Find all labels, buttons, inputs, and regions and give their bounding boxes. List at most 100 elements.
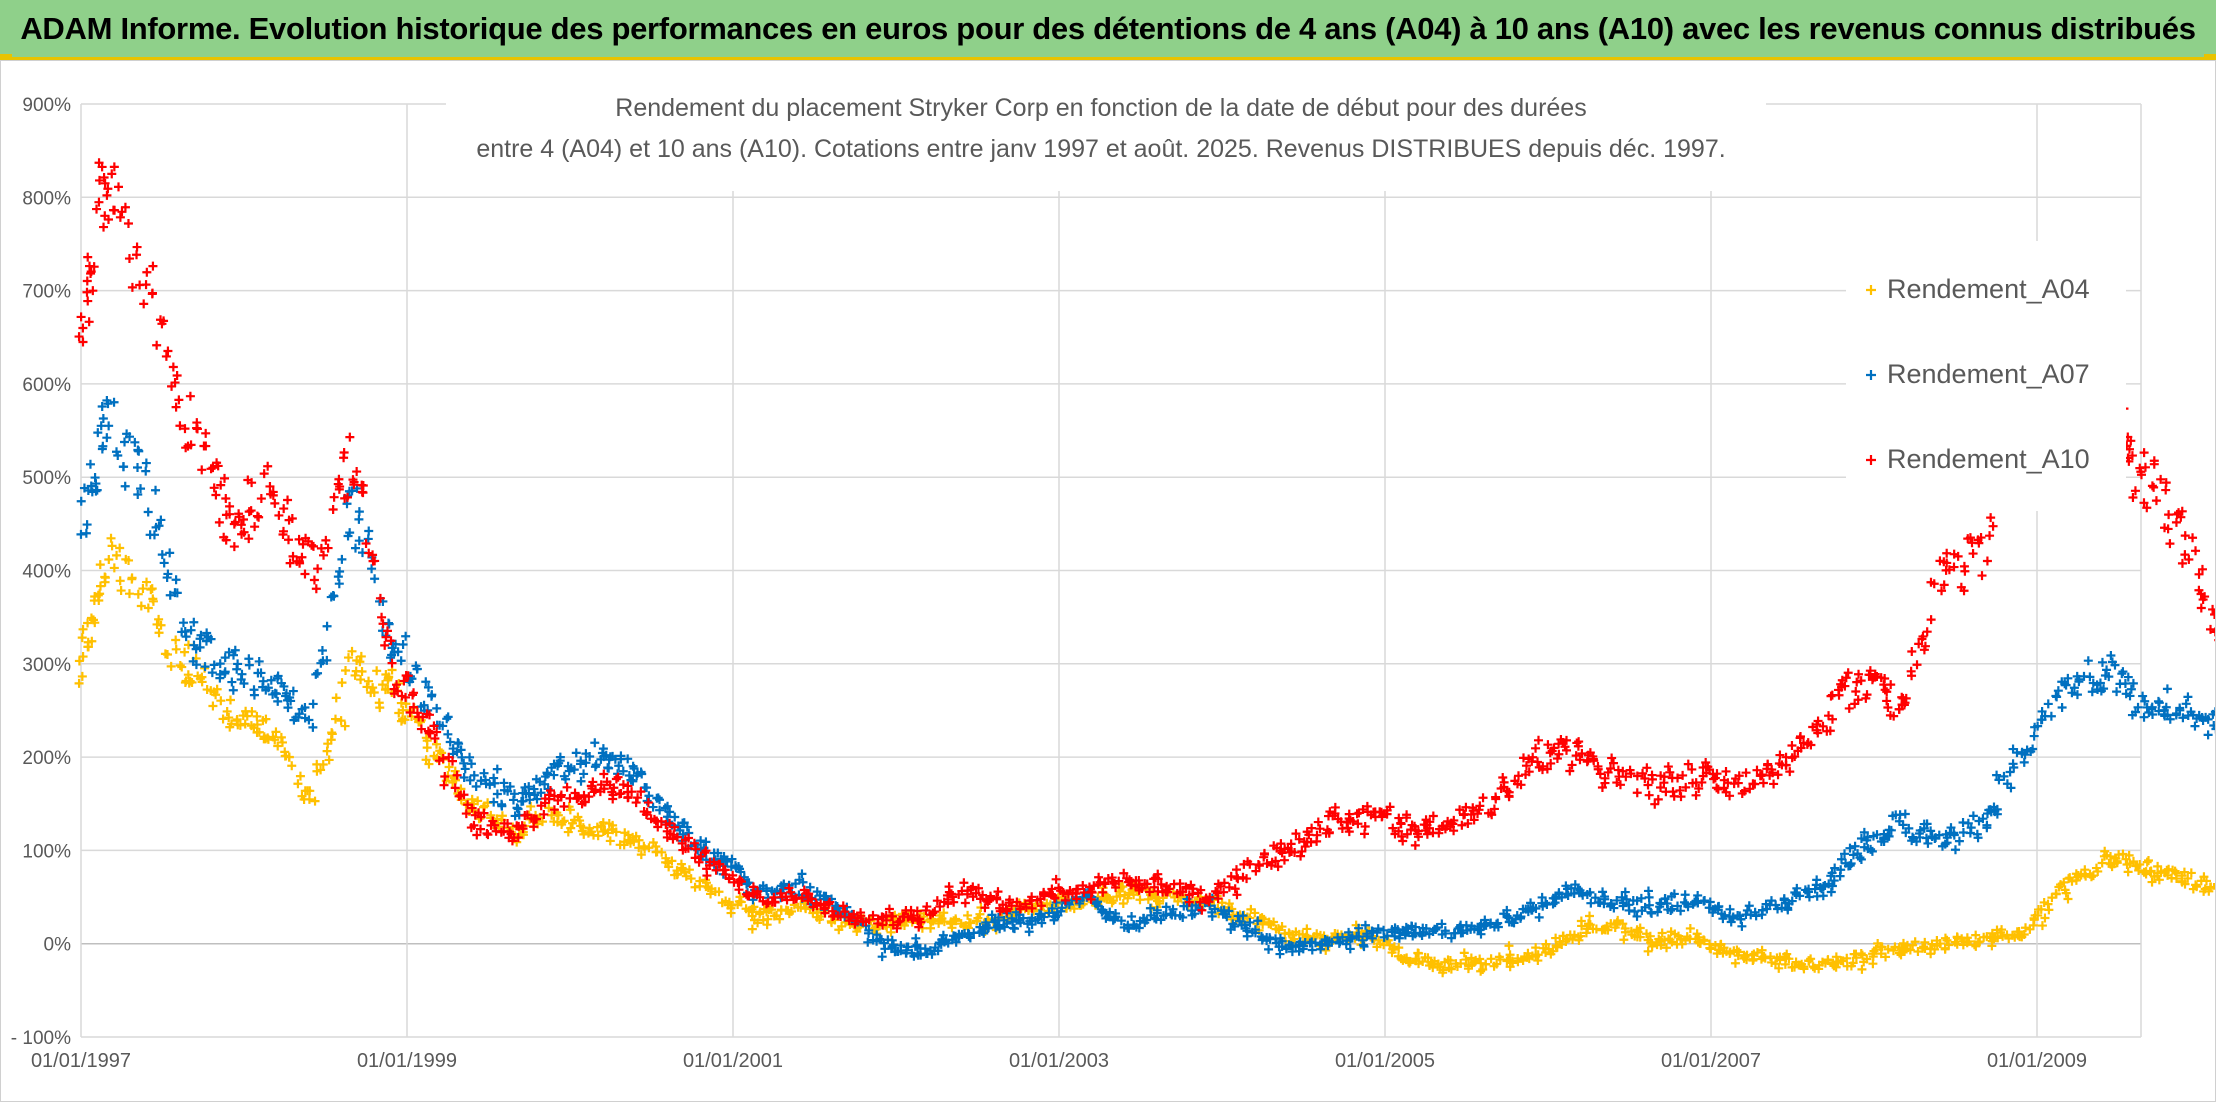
data-point <box>1835 871 1845 881</box>
data-point <box>382 626 392 636</box>
data-point <box>465 775 475 785</box>
data-point <box>207 668 217 678</box>
data-point <box>485 780 495 790</box>
data-point <box>133 446 143 456</box>
data-point <box>779 879 789 889</box>
data-point <box>356 675 366 685</box>
data-point <box>537 817 547 827</box>
data-point <box>309 575 319 585</box>
data-point <box>444 762 454 772</box>
data-point <box>2093 866 2103 876</box>
data-point <box>334 579 344 589</box>
banner: ADAM Informe. Evolution historique des p… <box>0 0 2216 60</box>
data-point <box>1760 953 1770 963</box>
data-point <box>1495 954 1505 964</box>
data-point <box>293 779 303 789</box>
data-point <box>1024 927 1034 937</box>
data-point <box>471 781 481 791</box>
data-point <box>614 761 624 771</box>
data-point <box>911 933 921 943</box>
data-point <box>1394 943 1404 953</box>
data-point <box>197 465 207 475</box>
data-point <box>345 528 355 538</box>
data-point <box>852 927 862 937</box>
data-point <box>1769 779 1779 789</box>
data-point <box>443 712 453 722</box>
data-point <box>1481 959 1491 969</box>
data-point <box>1772 953 1782 963</box>
data-point <box>2088 871 2098 881</box>
data-point <box>283 495 293 505</box>
data-point <box>593 831 603 841</box>
data-point <box>225 501 235 511</box>
data-point <box>253 668 263 678</box>
data-point <box>109 397 119 407</box>
data-point <box>1105 907 1115 917</box>
data-point <box>77 671 87 681</box>
data-point <box>212 684 222 694</box>
data-point <box>585 752 595 762</box>
data-point <box>1677 939 1687 949</box>
data-point <box>1347 933 1357 943</box>
data-point <box>1309 932 1319 942</box>
data-point <box>661 857 671 867</box>
data-point <box>497 811 507 821</box>
data-point <box>1927 939 1937 949</box>
data-point <box>249 690 259 700</box>
data-point <box>927 949 937 959</box>
data-point <box>109 563 119 573</box>
data-point <box>143 507 153 517</box>
data-point <box>1321 945 1331 955</box>
data-point <box>2128 856 2138 866</box>
data-point <box>337 678 347 688</box>
data-point <box>1459 948 1469 958</box>
data-point <box>295 771 305 781</box>
data-point <box>1238 911 1248 921</box>
data-point <box>396 656 406 666</box>
data-point <box>100 573 110 583</box>
data-point <box>653 793 663 803</box>
data-point <box>1632 788 1642 798</box>
data-point <box>714 887 724 897</box>
data-point <box>279 681 289 691</box>
data-point <box>951 937 961 947</box>
data-point <box>877 952 887 962</box>
data-point <box>834 925 844 935</box>
data-point <box>102 433 112 443</box>
data-point <box>2118 849 2128 859</box>
data-point <box>1523 948 1533 958</box>
data-point <box>831 901 841 911</box>
data-point <box>273 696 283 706</box>
data-point <box>354 507 364 517</box>
data-point <box>736 867 746 877</box>
data-point <box>667 856 677 866</box>
data-point <box>1964 936 1974 946</box>
data-point <box>1404 958 1414 968</box>
data-point <box>1643 946 1653 956</box>
data-point <box>1552 942 1562 952</box>
data-point <box>2012 927 2022 937</box>
data-point <box>1881 952 1891 962</box>
data-point <box>216 696 226 706</box>
data-point <box>459 773 469 783</box>
data-point <box>2019 929 2029 939</box>
data-point <box>2111 854 2121 864</box>
data-point <box>505 782 515 792</box>
data-point <box>1919 942 1929 952</box>
data-point <box>466 759 476 769</box>
data-point <box>1166 909 1176 919</box>
data-point <box>744 878 754 888</box>
data-point <box>1362 931 1372 941</box>
data-point <box>663 801 673 811</box>
data-point <box>532 794 542 804</box>
data-point <box>603 763 613 773</box>
data-point <box>2192 882 2202 892</box>
data-point <box>74 678 84 688</box>
data-point <box>2061 888 2071 898</box>
data-point <box>1814 964 1824 974</box>
data-point <box>1730 958 1740 968</box>
data-point <box>196 630 206 640</box>
banner-title: ADAM Informe. Evolution historique des p… <box>20 10 2196 46</box>
data-point <box>1791 957 1801 967</box>
data-point <box>563 827 573 837</box>
